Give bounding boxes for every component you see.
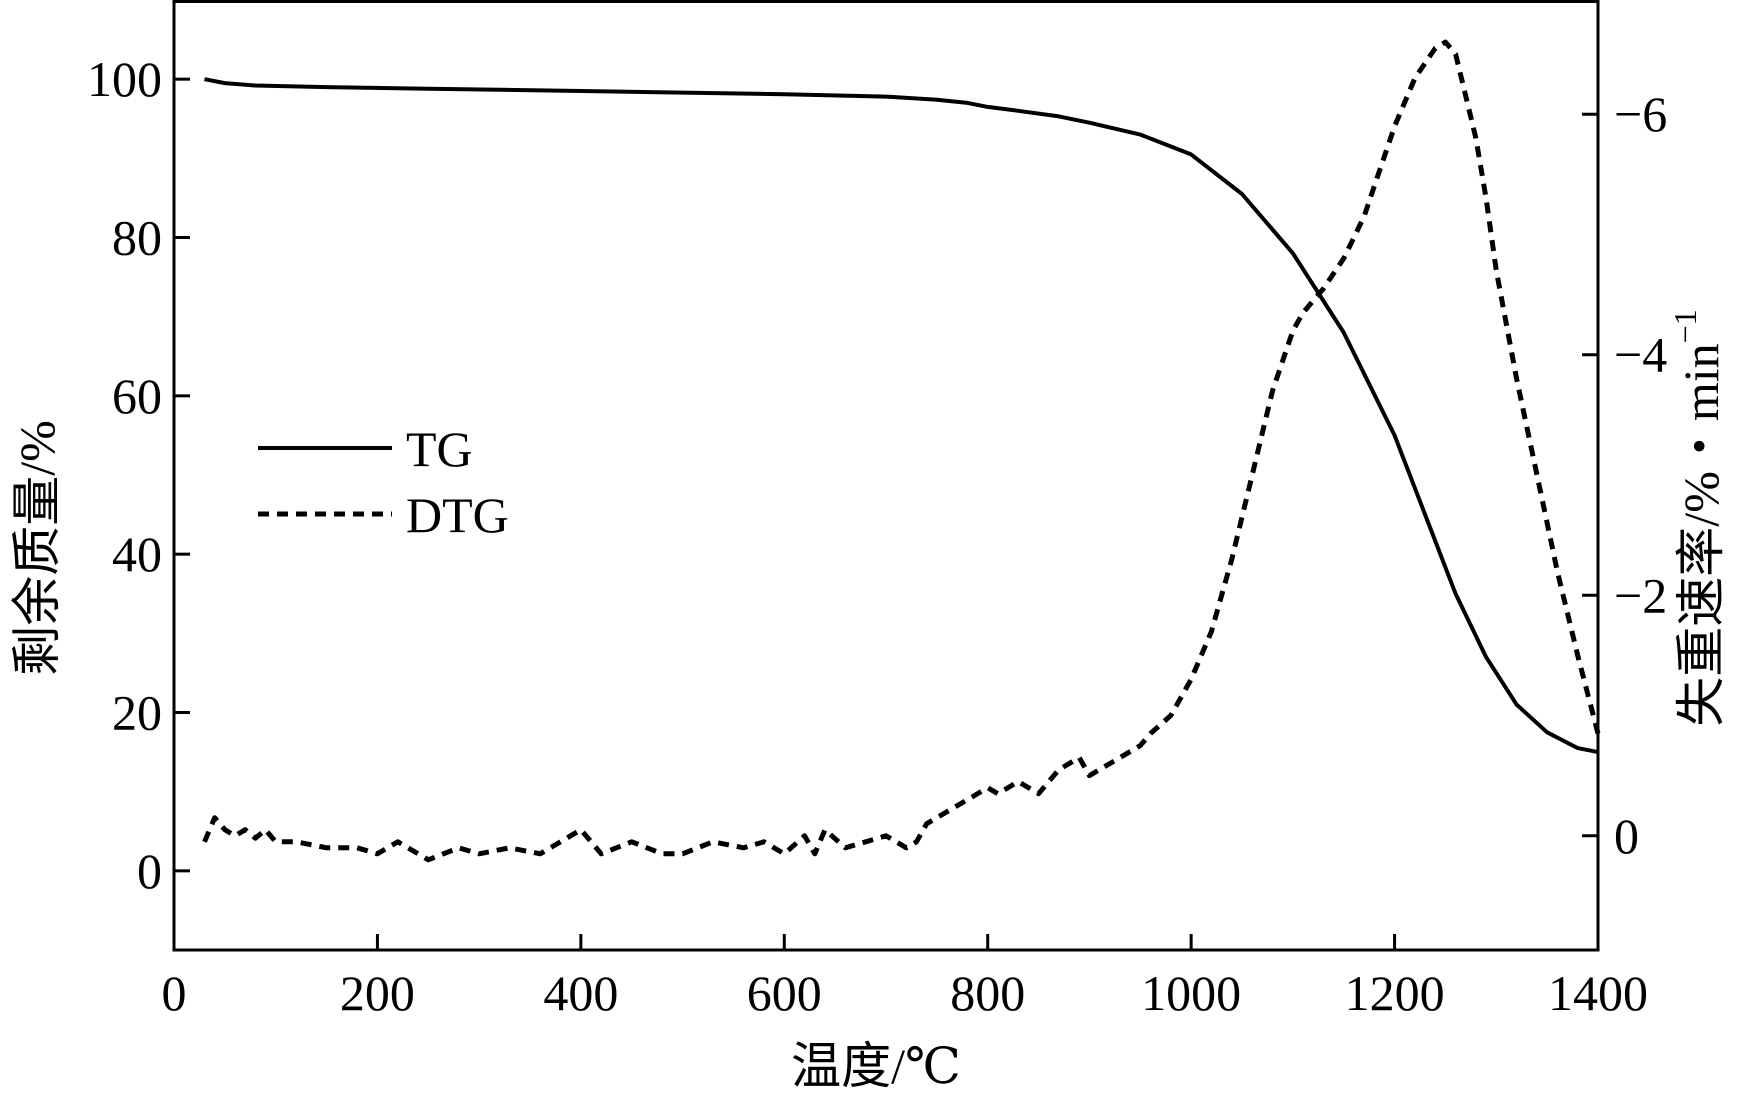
axes-group: [172, 0, 1600, 952]
x-axis-title: 温度/℃: [791, 1038, 961, 1094]
legend: TG DTG: [258, 421, 509, 543]
y-right-tick-label: −2: [1614, 567, 1667, 623]
legend-label-tg: TG: [406, 421, 473, 477]
x-tick-label: 800: [950, 965, 1025, 1021]
ticks-group: 0 200 400 600 800 1000 1200 14000204060801000−2…: [87, 51, 1667, 1021]
y-left-tick-label: 20: [112, 685, 162, 741]
series-group: [202, 39, 1601, 863]
x-tick-label: 600: [747, 965, 822, 1021]
y-left-tick-label: 0: [137, 843, 162, 899]
x-tick-label: 1000: [1141, 965, 1241, 1021]
y-left-tick-label: 80: [112, 210, 162, 266]
x-tick-label: 0: [162, 965, 187, 1021]
y-axis-right-title-text: 失重速率/%・min: [1673, 343, 1729, 726]
y-axis-right-title-superscript: −1: [1667, 309, 1703, 343]
y-right-tick-label: −6: [1614, 86, 1667, 142]
y-right-tick-label: −4: [1614, 327, 1667, 383]
x-tick-label: 200: [340, 965, 415, 1021]
y-left-tick-label: 40: [112, 526, 162, 582]
series-line-tg: [204, 77, 1599, 755]
y-right-tick-label: 0: [1614, 808, 1639, 864]
y-left-tick-label: 100: [87, 51, 162, 107]
x-tick-label: 1400: [1548, 965, 1648, 1021]
x-tick-label: 400: [543, 965, 618, 1021]
y-left-tick-label: 60: [112, 368, 162, 424]
legend-label-dtg: DTG: [406, 487, 509, 543]
plot-frame: [172, 0, 1600, 952]
y-axis-left-title: 剩余质量/%: [9, 420, 65, 676]
series-line-dtg: [202, 39, 1601, 863]
y-axis-right-title: 失重速率/%・min−1: [1667, 309, 1729, 726]
x-tick-label: 1200: [1345, 965, 1445, 1021]
